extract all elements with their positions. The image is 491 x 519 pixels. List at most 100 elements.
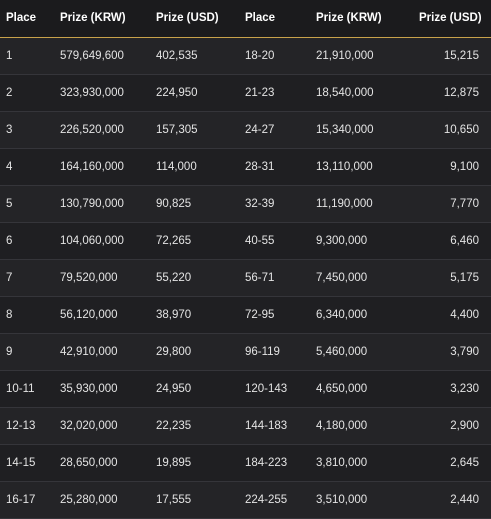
cell-prize-krw-left: 56,120,000: [54, 296, 150, 334]
cell-prize-krw-left: 42,910,000: [54, 333, 150, 371]
table-row: 16-17 25,280,000 17,555 224-255 3,510,000 2,4…: [0, 481, 491, 519]
cell-place-right: 224-255: [239, 481, 310, 519]
cell-prize-usd-right: 3,230: [413, 370, 491, 408]
cell-prize-usd-left: 17,555: [150, 481, 239, 519]
cell-prize-usd-right: 7,770: [413, 185, 491, 223]
cell-prize-krw-right: 6,340,000: [310, 296, 413, 334]
cell-prize-krw-left: 323,930,000: [54, 74, 150, 112]
cell-prize-usd-left: 157,305: [150, 111, 239, 149]
table-body: 1 579,649,600 402,535 18-20 21,910,000 15,215…: [0, 37, 491, 519]
table-row: 4 164,160,000 114,000 28-31 13,110,000 9,100: [0, 148, 491, 186]
cell-place-right: 32-39: [239, 185, 310, 223]
cell-place-left: 6: [0, 222, 54, 260]
cell-place-right: 40-55: [239, 222, 310, 260]
cell-place-right: 72-95: [239, 296, 310, 334]
cell-prize-krw-left: 130,790,000: [54, 185, 150, 223]
cell-prize-krw-right: 18,540,000: [310, 74, 413, 112]
cell-prize-usd-left: 55,220: [150, 259, 239, 297]
cell-place-right: 24-27: [239, 111, 310, 149]
cell-prize-usd-right: 4,400: [413, 296, 491, 334]
cell-prize-usd-left: 19,895: [150, 444, 239, 482]
cell-prize-krw-right: 7,450,000: [310, 259, 413, 297]
cell-prize-krw-left: 226,520,000: [54, 111, 150, 149]
cell-prize-usd-right: 2,645: [413, 444, 491, 482]
cell-prize-krw-right: 15,340,000: [310, 111, 413, 149]
cell-prize-usd-right: 6,460: [413, 222, 491, 260]
header-prize-usd-left: Prize (USD): [150, 0, 239, 38]
cell-place-right: 120-143: [239, 370, 310, 408]
table-row: 10-11 35,930,000 24,950 120-143 4,650,000 3,2…: [0, 370, 491, 408]
cell-prize-usd-left: 72,265: [150, 222, 239, 260]
cell-prize-usd-right: 5,175: [413, 259, 491, 297]
cell-place-right: 18-20: [239, 37, 310, 75]
cell-prize-krw-left: 35,930,000: [54, 370, 150, 408]
cell-prize-usd-right: 12,875: [413, 74, 491, 112]
cell-prize-krw-right: 3,510,000: [310, 481, 413, 519]
cell-prize-krw-right: 21,910,000: [310, 37, 413, 75]
table-row: 9 42,910,000 29,800 96-119 5,460,000 3,790: [0, 333, 491, 371]
cell-place-left: 1: [0, 37, 54, 75]
header-row: Place Prize (KRW) Prize (USD) Place Priz…: [0, 0, 491, 38]
cell-prize-krw-left: 25,280,000: [54, 481, 150, 519]
cell-place-left: 10-11: [0, 370, 54, 408]
cell-prize-krw-right: 5,460,000: [310, 333, 413, 371]
cell-prize-usd-left: 24,950: [150, 370, 239, 408]
cell-place-right: 56-71: [239, 259, 310, 297]
cell-prize-krw-left: 28,650,000: [54, 444, 150, 482]
cell-prize-usd-left: 29,800: [150, 333, 239, 371]
cell-place-right: 96-119: [239, 333, 310, 371]
table-row: 8 56,120,000 38,970 72-95 6,340,000 4,400: [0, 296, 491, 334]
cell-prize-usd-right: 3,790: [413, 333, 491, 371]
cell-place-right: 184-223: [239, 444, 310, 482]
cell-prize-krw-left: 104,060,000: [54, 222, 150, 260]
cell-prize-usd-left: 22,235: [150, 407, 239, 445]
cell-place-right: 21-23: [239, 74, 310, 112]
cell-prize-krw-right: 9,300,000: [310, 222, 413, 260]
cell-prize-usd-right: 10,650: [413, 111, 491, 149]
table-row: 3 226,520,000 157,305 24-27 15,340,000 10,650: [0, 111, 491, 149]
cell-place-right: 144-183: [239, 407, 310, 445]
cell-prize-usd-left: 402,535: [150, 37, 239, 75]
cell-prize-krw-right: 11,190,000: [310, 185, 413, 223]
table-row: 12-13 32,020,000 22,235 144-183 4,180,000 2,9…: [0, 407, 491, 445]
cell-prize-krw-left: 164,160,000: [54, 148, 150, 186]
table-row: 2 323,930,000 224,950 21-23 18,540,000 12,875: [0, 74, 491, 112]
header-prize-usd-right: Prize (USD): [413, 0, 491, 38]
table-row: 5 130,790,000 90,825 32-39 11,190,000 7,770: [0, 185, 491, 223]
cell-prize-usd-left: 114,000: [150, 148, 239, 186]
cell-place-left: 4: [0, 148, 54, 186]
cell-prize-krw-right: 3,810,000: [310, 444, 413, 482]
cell-place-left: 14-15: [0, 444, 54, 482]
cell-prize-krw-left: 79,520,000: [54, 259, 150, 297]
header-place-left: Place: [0, 0, 54, 38]
cell-prize-usd-right: 15,215: [413, 37, 491, 75]
table-header: Place Prize (KRW) Prize (USD) Place Priz…: [0, 0, 491, 38]
cell-place-left: 2: [0, 74, 54, 112]
header-prize-krw-left: Prize (KRW): [54, 0, 150, 38]
cell-prize-krw-right: 4,180,000: [310, 407, 413, 445]
cell-prize-krw-left: 32,020,000: [54, 407, 150, 445]
cell-place-left: 5: [0, 185, 54, 223]
cell-place-left: 7: [0, 259, 54, 297]
cell-place-left: 9: [0, 333, 54, 371]
table-row: 14-15 28,650,000 19,895 184-223 3,810,000 2,6…: [0, 444, 491, 482]
cell-prize-usd-right: 2,900: [413, 407, 491, 445]
cell-place-left: 16-17: [0, 481, 54, 519]
cell-prize-usd-left: 90,825: [150, 185, 239, 223]
table-row: 1 579,649,600 402,535 18-20 21,910,000 15,215: [0, 37, 491, 75]
cell-prize-usd-left: 224,950: [150, 74, 239, 112]
cell-prize-usd-right: 9,100: [413, 148, 491, 186]
cell-prize-usd-left: 38,970: [150, 296, 239, 334]
table-row: 7 79,520,000 55,220 56-71 7,450,000 5,175: [0, 259, 491, 297]
cell-place-left: 3: [0, 111, 54, 149]
cell-prize-usd-right: 2,440: [413, 481, 491, 519]
table-row: 6 104,060,000 72,265 40-55 9,300,000 6,460: [0, 222, 491, 260]
cell-place-left: 12-13: [0, 407, 54, 445]
cell-prize-krw-right: 13,110,000: [310, 148, 413, 186]
cell-place-right: 28-31: [239, 148, 310, 186]
header-place-right: Place: [239, 0, 310, 38]
cell-place-left: 8: [0, 296, 54, 334]
cell-prize-krw-right: 4,650,000: [310, 370, 413, 408]
